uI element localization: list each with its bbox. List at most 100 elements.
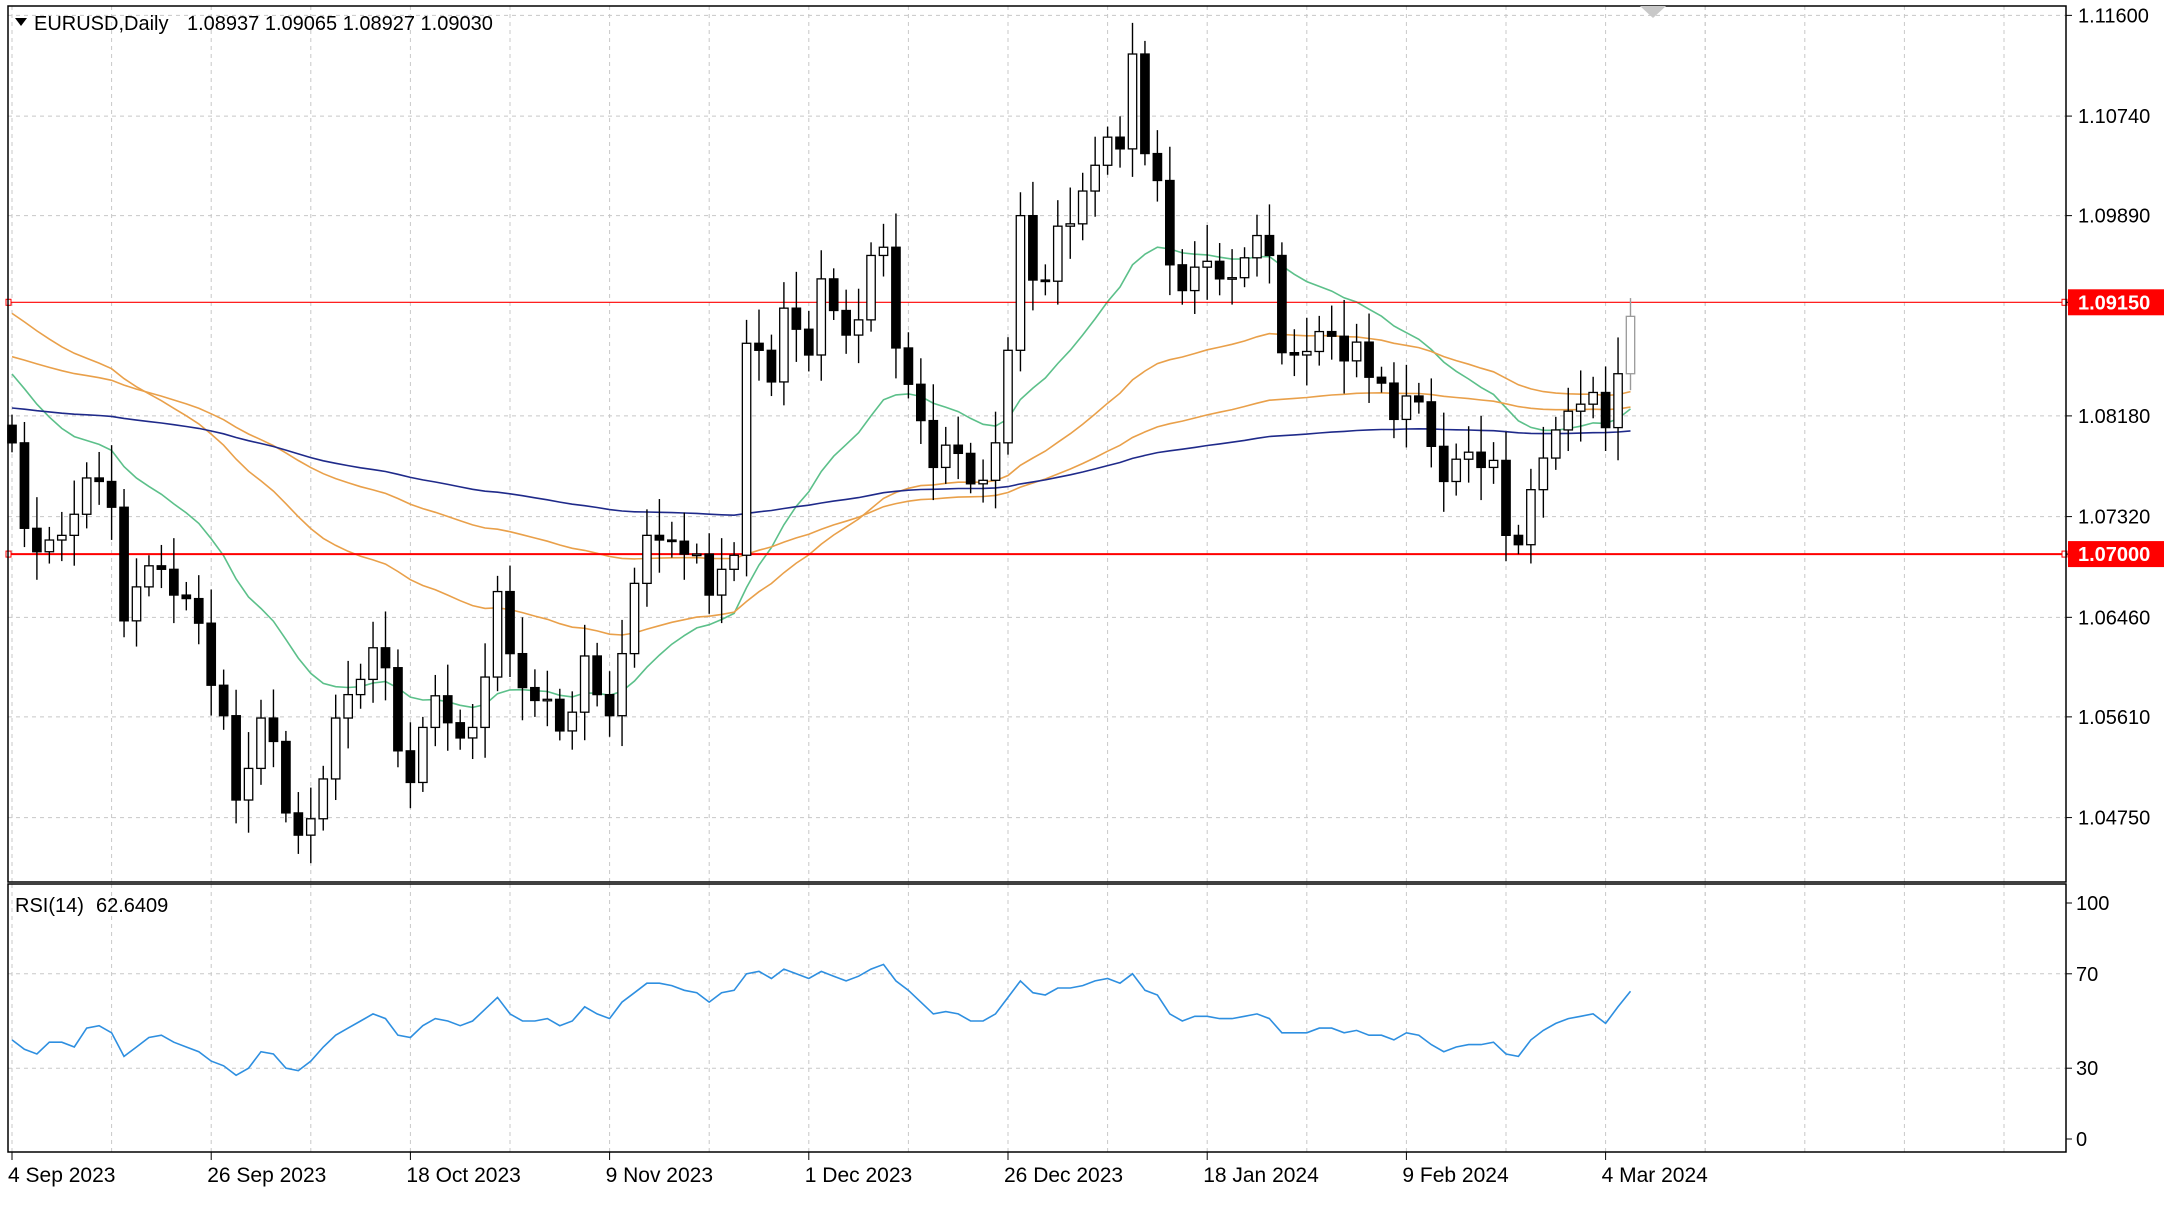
price-axis-label: 1.11600 [2078, 5, 2149, 27]
symbol-timeframe-label: EURUSD,Daily [34, 13, 168, 35]
candle-body [168, 568, 179, 596]
candle-body [729, 554, 739, 570]
candle-body [629, 582, 640, 655]
candle-body [1202, 260, 1213, 268]
candle-body [144, 565, 154, 588]
candles-layer [7, 22, 1636, 864]
price-pane-frame [7, 5, 2067, 883]
candle-body [1538, 457, 1549, 491]
rsi-pane-frame [7, 883, 2067, 1153]
candle-body [355, 678, 366, 696]
ohlc-readout: 1.08937 1.09065 1.08927 1.09030 [187, 13, 493, 35]
candle-body [617, 652, 627, 717]
candle-body [816, 278, 827, 356]
date-axis-label: 1 Dec 2023 [805, 1164, 912, 1187]
candle-body [56, 534, 67, 541]
candle-body [1426, 401, 1437, 447]
candle-body [542, 698, 553, 702]
candle-body [505, 590, 515, 655]
candle-body [119, 506, 129, 622]
candle-body [642, 534, 652, 585]
candle-body [368, 647, 378, 681]
price-axis-label: 1.07320 [2078, 507, 2150, 529]
date-axis-label: 26 Sep 2023 [207, 1164, 326, 1187]
candle-body [841, 309, 852, 336]
price-axis-label: 1.04750 [2078, 808, 2150, 830]
candle-body [1102, 136, 1113, 166]
moving-averages-layer [11, 246, 1631, 709]
candle-body [69, 513, 80, 536]
candle-body [990, 442, 1001, 481]
candle-body [604, 693, 615, 717]
price-level-badge [2068, 289, 2164, 316]
candle-body [1563, 410, 1574, 431]
candle-body [32, 527, 42, 553]
candle-body [218, 684, 229, 717]
candle-body [1613, 373, 1623, 429]
date-axis-label: 4 Sep 2023 [8, 1164, 115, 1187]
candle-body [1339, 335, 1349, 362]
candle-body [1463, 451, 1474, 460]
price-axis-label: 1.09890 [2078, 206, 2150, 228]
candle-body [891, 246, 901, 349]
candle-body [940, 444, 951, 469]
candle-body [1501, 459, 1511, 536]
candle-body [318, 778, 329, 820]
chart-menu-triangle-icon[interactable] [15, 18, 27, 26]
rsi-axis-label: 70 [2076, 964, 2098, 986]
candle-body [1588, 391, 1598, 405]
candle-body [592, 655, 603, 696]
date-axis-label: 18 Jan 2024 [1203, 1164, 1319, 1187]
candle-body [1115, 136, 1125, 150]
ma-long-line [11, 407, 1631, 517]
candle-body [1301, 350, 1312, 356]
candle-body [878, 246, 889, 257]
candle-body [1165, 179, 1175, 266]
candle-body [1625, 315, 1636, 375]
chart-shift-marker-icon[interactable] [1640, 6, 1666, 18]
candle-body [517, 652, 528, 689]
candle-body [181, 594, 192, 600]
price-axis-label: 1.05610 [2078, 707, 2150, 729]
candle-body [1003, 349, 1013, 444]
candle-body [1575, 403, 1586, 412]
candle-body [94, 477, 104, 483]
candle-body [754, 342, 764, 351]
price-axis-label: 1.06460 [2078, 607, 2150, 629]
candle-body [268, 717, 279, 743]
candle-body [106, 480, 117, 508]
candle-body [480, 676, 490, 729]
candle-body [1152, 152, 1163, 182]
candle-body [1264, 234, 1275, 257]
axis-layer: 1.11600 1.10740 1.09890 1.09150 1.08180 1.073… [8, 5, 2164, 1187]
candle-body [1526, 489, 1536, 546]
candle-body [1214, 260, 1225, 280]
candle-body [1364, 341, 1374, 378]
candle-body [305, 818, 316, 836]
candle-body [965, 452, 976, 485]
candle-body [579, 655, 590, 713]
candle-body [779, 307, 789, 383]
candle-body [1090, 164, 1100, 192]
candle-body [916, 383, 926, 422]
candle-body [866, 254, 876, 321]
candle-body [330, 717, 341, 780]
candle-body [1438, 445, 1449, 483]
date-axis-label: 18 Oct 2023 [406, 1164, 520, 1187]
candle-body [1077, 190, 1088, 225]
candle-body [1140, 53, 1150, 155]
candle-body [654, 534, 665, 541]
rsi-indicator-label: RSI(14) [15, 895, 84, 917]
candle-body [1513, 534, 1524, 546]
candle-body [1389, 382, 1399, 421]
candle-body [953, 444, 964, 455]
candle-body [1414, 395, 1424, 403]
date-axis-label: 4 Mar 2024 [1602, 1164, 1709, 1187]
candle-body [430, 695, 441, 729]
grid-layer [8, 6, 2066, 1152]
candle-body [231, 715, 241, 801]
candle-body [81, 477, 92, 515]
rsi-line [11, 963, 1632, 1077]
price-axis-label: 1.08180 [2078, 406, 2150, 428]
